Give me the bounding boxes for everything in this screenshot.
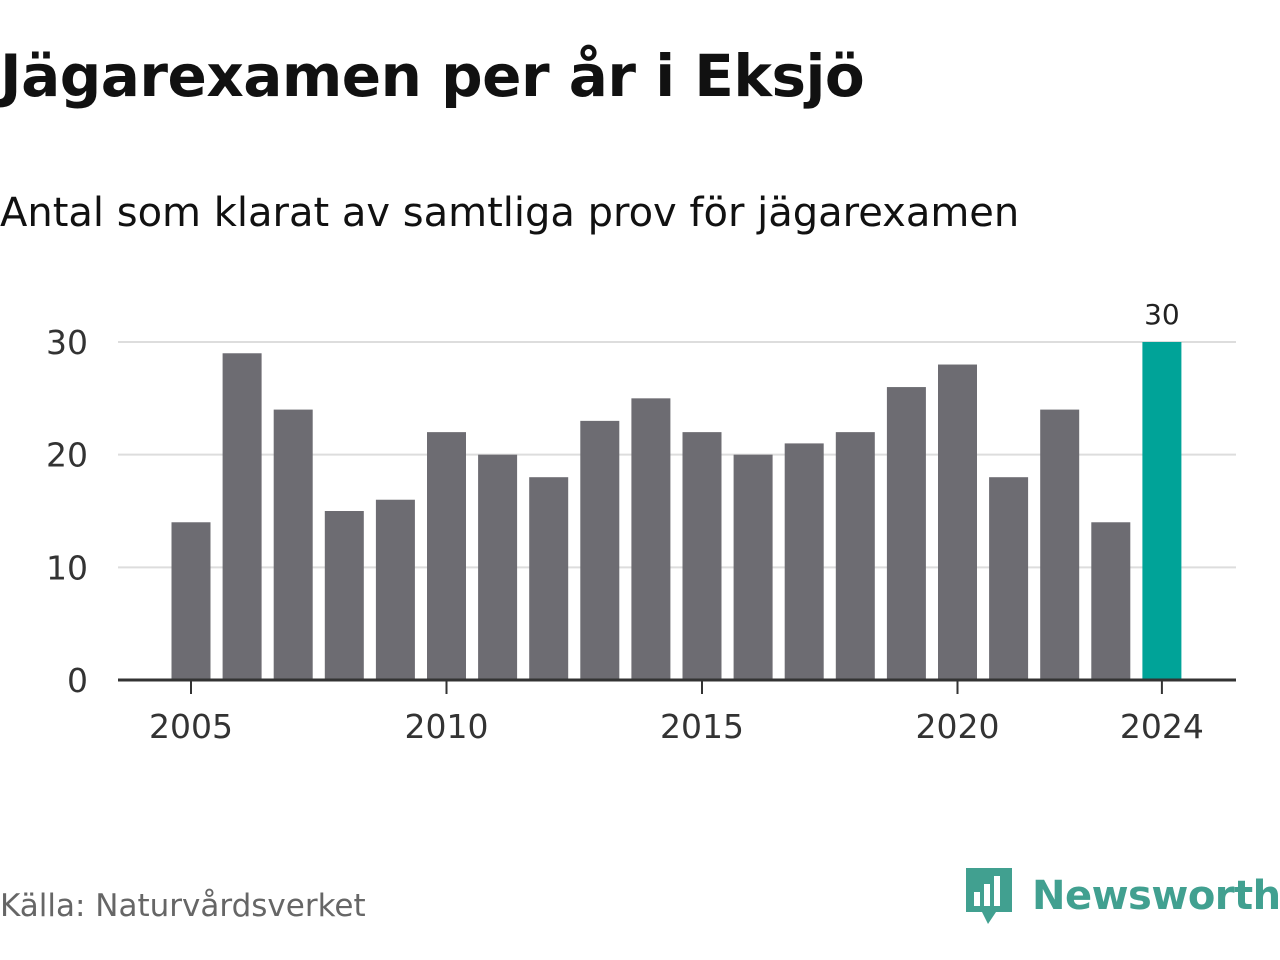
source-note: Källa: Naturvårdsverket [0,888,366,924]
bar-2016 [733,454,773,680]
bar-2009 [375,499,415,680]
x-tick-label: 2024 [1120,707,1204,746]
data-label-2024: 30 [1144,298,1180,331]
bar-2021 [989,477,1029,680]
bar-2006 [222,353,262,680]
bar-2022 [1040,409,1080,680]
chart-subtitle: Antal som klarat av samtliga prov för jä… [0,190,1020,236]
bar-2024 [1142,342,1182,680]
brand-logo: Newsworthy [964,866,1280,926]
bar-2014 [631,398,671,680]
bar-2018 [835,432,875,680]
newsworthy-logo-icon [966,868,1012,924]
y-tick-label: 10 [46,548,88,587]
x-tick-label: 2005 [149,707,233,746]
brand-name: Newsworthy [1032,873,1280,919]
bar-2011 [478,454,518,680]
y-tick-label: 0 [67,661,88,700]
x-tick-label: 2015 [660,707,744,746]
bar-2007 [273,409,313,680]
chart-title: Jägarexamen per år i Eksjö [0,42,865,110]
bar-2017 [784,443,824,680]
bar-2010 [427,432,466,680]
x-tick-label: 2010 [405,707,489,746]
bar-chart: 0 10 20 30 2005 2010 2015 2020 2024 30 [46,298,1236,746]
bar-2015 [682,432,722,680]
bar-2012 [529,477,569,680]
x-tick-label: 2020 [916,707,1000,746]
bar-2013 [580,420,620,680]
bar-2020 [938,364,977,680]
bar-2008 [324,511,364,680]
bar-2019 [886,387,926,680]
bar-2005 [171,522,211,680]
y-tick-label: 30 [46,323,88,362]
bar-2023 [1091,522,1131,680]
y-tick-label: 20 [46,436,88,475]
